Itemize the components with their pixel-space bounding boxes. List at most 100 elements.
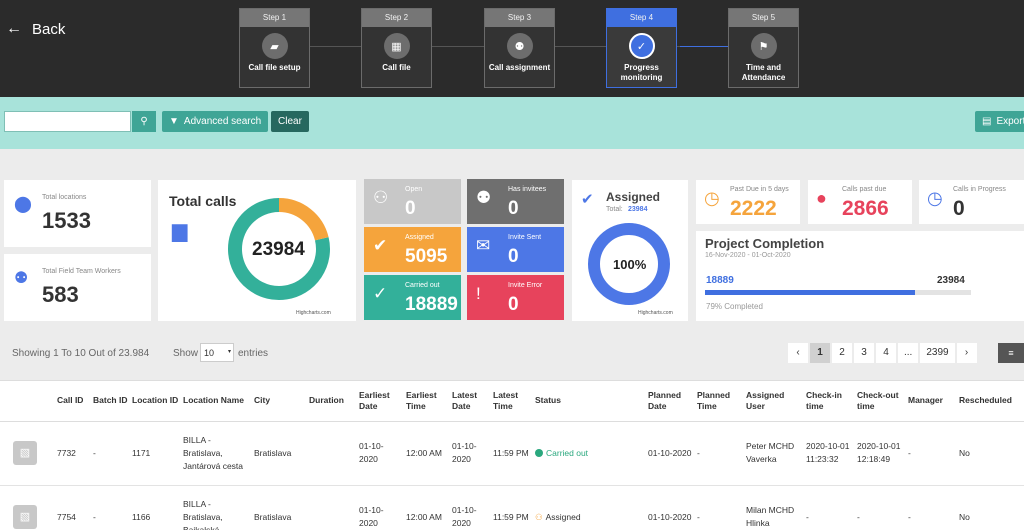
col-assigned-user[interactable]: Assigned User [744, 381, 804, 422]
project-completed-text: 79% Completed [706, 302, 763, 311]
tile-invite-sent[interactable]: ✉ Invite Sent 0 [467, 227, 564, 272]
store-icon: ▦ [383, 33, 410, 59]
col-location-name[interactable]: Location Name [181, 381, 252, 422]
tile-carried-out[interactable]: ✓ Carried out 18889 [364, 275, 461, 320]
col-city[interactable]: City [252, 381, 307, 422]
step-1-label: Call file setup [248, 63, 301, 72]
col-rescheduled[interactable]: Rescheduled [957, 381, 1024, 422]
col-latest-time[interactable]: Latest Time [491, 381, 533, 422]
tile-invite-error-label: Invite Error [508, 282, 543, 289]
step-2-head: Step 2 [362, 9, 431, 27]
col-status[interactable]: Status [533, 381, 646, 422]
cell-location-id: 1166 [130, 485, 181, 530]
filter-icon: ▼ [169, 116, 179, 127]
step-5[interactable]: Step 5 ⚑ Time and Attendance [728, 8, 799, 88]
col-call-id[interactable]: Call ID [55, 381, 91, 422]
col-checkout-time[interactable]: Check-out time [855, 381, 906, 422]
location-pin-icon: ⬤ [14, 196, 32, 213]
col-latest-date[interactable]: Latest Date [450, 381, 491, 422]
cell-call-id: 7732 [55, 421, 91, 486]
page-2-button[interactable]: 2 [832, 343, 852, 363]
donut-slice-assigned [278, 198, 329, 241]
cell-latest-date: 01-10-2020 [450, 485, 491, 530]
col-batch-id[interactable]: Batch ID [91, 381, 130, 422]
status-text: Carried out [546, 447, 589, 458]
cell-assigned-user: Milan MCHD Hlinka [744, 485, 804, 530]
total-calls-card: Total calls ▆ 23984 Highcharts.com [158, 180, 356, 321]
step-3-head: Step 3 [485, 9, 554, 27]
page-next-button[interactable]: › [956, 343, 977, 363]
table-row[interactable]: ▧ 7754 - 1166 BILLA - Bratislava, Bajkal… [0, 485, 1024, 530]
table-row[interactable]: ▧ 7732 - 1171 BILLA - Bratislava, Jantár… [0, 421, 1024, 486]
field-workers-card: ⚉ Total Field Team Workers 583 [4, 254, 151, 321]
col-planned-date[interactable]: Planned Date [646, 381, 695, 422]
calls-past-due-label: Calls past due [842, 186, 887, 193]
step-4[interactable]: Step 4 ✓ Progress monitoring [606, 8, 677, 88]
col-planned-time[interactable]: Planned Time [695, 381, 744, 422]
assigned-total-prefix: Total: [606, 206, 623, 213]
col-thumb [0, 381, 55, 422]
columns-toggle-button[interactable]: ≡ [998, 343, 1024, 363]
page-prev-button[interactable]: ‹ [788, 343, 808, 363]
col-duration[interactable]: Duration [307, 381, 357, 422]
cell-rescheduled: No [957, 421, 1024, 486]
col-earliest-date[interactable]: Earliest Date [357, 381, 404, 422]
tile-invite-error[interactable]: ! Invite Error 0 [467, 275, 564, 320]
team-icon: ⚉ [14, 270, 29, 287]
back-button[interactable]: ← Back [6, 20, 65, 38]
search-bar: ⚲ ▼ Advanced search Clear ▤ Export [0, 97, 1024, 149]
page-1-button[interactable]: 1 [810, 343, 830, 363]
page-4-button[interactable]: 4 [876, 343, 896, 363]
cell-duration [307, 485, 357, 530]
past-due-5-value: 2222 [730, 197, 777, 220]
col-location-id[interactable]: Location ID [130, 381, 181, 422]
tile-assigned[interactable]: ✔ Assigned 5095 [364, 227, 461, 272]
step-5-label: Time and Attendance [741, 63, 786, 82]
step-4-label: Progress monitoring [620, 63, 663, 82]
cell-latest-time: 11:59 PM [491, 421, 533, 486]
cell-batch-id: - [91, 421, 130, 486]
calls-past-due-value: 2866 [842, 197, 889, 220]
past-due-5-days-card: ◷ Past Due in 5 days 2222 [696, 180, 800, 224]
step-3[interactable]: Step 3 ⚉ Call assignment [484, 8, 555, 88]
image-placeholder-icon[interactable]: ▧ [13, 441, 37, 465]
col-manager[interactable]: Manager [906, 381, 957, 422]
person-icon: ⚇ [535, 511, 543, 522]
clear-button[interactable]: Clear [271, 111, 309, 132]
entries-label: entries [238, 348, 269, 359]
cell-location-id: 1171 [130, 421, 181, 486]
group-icon: ⚉ [476, 188, 492, 207]
cell-checkin: - [804, 485, 855, 530]
check-badge-icon: ✓ [628, 33, 655, 59]
col-checkin-time[interactable]: Check-in time [804, 381, 855, 422]
tile-open-label: Open [405, 186, 423, 193]
tile-has-invitees-value: 0 [508, 198, 519, 219]
page-ellipsis: ... [898, 343, 919, 363]
image-placeholder-icon[interactable]: ▧ [13, 505, 37, 529]
field-workers-label: Total Field Team Workers [42, 268, 121, 275]
page-3-button[interactable]: 3 [854, 343, 874, 363]
pagination: ‹ 1 2 3 4 ... 2399 › [788, 343, 977, 363]
step-1[interactable]: Step 1 ▰ Call file setup [239, 8, 310, 88]
past-due-5-label: Past Due in 5 days [730, 186, 789, 193]
entries-select-value: 10 [204, 348, 215, 358]
check-circle-icon: ✓ [373, 284, 388, 303]
calls-table: Call ID Batch ID Location ID Location Na… [0, 380, 1024, 530]
cell-planned-date: 01-10-2020 [646, 485, 695, 530]
search-input[interactable] [4, 111, 131, 132]
tile-invite-error-value: 0 [508, 294, 519, 315]
cell-latest-date: 01-10-2020 [450, 421, 491, 486]
page-last-button[interactable]: 2399 [920, 343, 955, 363]
search-button[interactable]: ⚲ [132, 111, 156, 132]
step-2[interactable]: Step 2 ▦ Call file [361, 8, 432, 88]
clock-icon: ◷ [927, 188, 943, 208]
export-button[interactable]: ▤ Export [975, 111, 1024, 132]
cell-planned-date: 01-10-2020 [646, 421, 695, 486]
col-earliest-time[interactable]: Earliest Time [404, 381, 450, 422]
tile-open[interactable]: ⚇ Open 0 [364, 179, 461, 224]
total-calls-value: 23984 [252, 239, 305, 260]
entries-select[interactable]: 10 ▾ [200, 343, 234, 362]
tile-has-invitees[interactable]: ⚉ Has invitees 0 [467, 179, 564, 224]
advanced-search-button[interactable]: ▼ Advanced search [162, 111, 269, 132]
showing-text: Showing 1 To 10 Out of 23.984 [12, 348, 150, 359]
